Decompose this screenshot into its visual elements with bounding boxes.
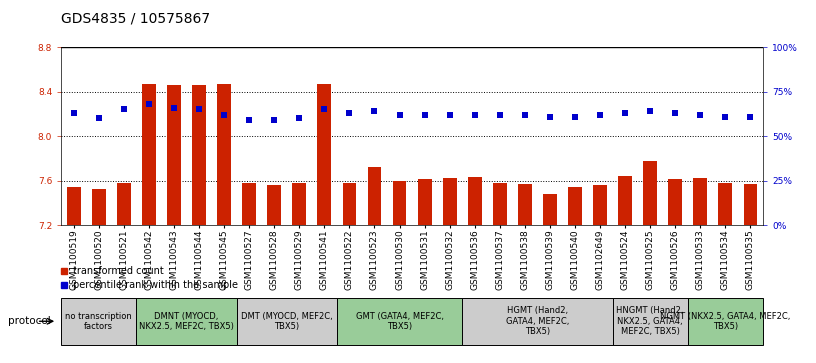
Bar — [392, 180, 406, 225]
Bar — [613, 298, 688, 345]
Bar — [518, 184, 532, 225]
Text: DMNT (MYOCD,
NKX2.5, MEF2C, TBX5): DMNT (MYOCD, NKX2.5, MEF2C, TBX5) — [139, 311, 234, 331]
Bar — [462, 298, 613, 345]
Bar — [117, 183, 131, 225]
Bar — [619, 176, 632, 225]
Text: transformed count: transformed count — [73, 265, 163, 276]
Bar — [643, 160, 657, 225]
Bar — [92, 189, 106, 225]
Bar — [242, 183, 256, 225]
Bar — [668, 179, 682, 225]
Bar — [543, 194, 557, 225]
Bar — [718, 183, 732, 225]
Bar — [167, 85, 181, 225]
Bar — [337, 298, 462, 345]
Text: protocol: protocol — [8, 316, 51, 326]
Text: HNGMT (Hand2,
NKX2.5, GATA4,
MEF2C, TBX5): HNGMT (Hand2, NKX2.5, GATA4, MEF2C, TBX5… — [616, 306, 684, 336]
Bar — [136, 298, 237, 345]
Bar — [217, 84, 231, 225]
Bar — [568, 187, 582, 225]
Bar — [743, 184, 757, 225]
Text: no transcription
factors: no transcription factors — [65, 311, 132, 331]
Bar — [192, 85, 206, 225]
Text: HGMT (Hand2,
GATA4, MEF2C,
TBX5): HGMT (Hand2, GATA4, MEF2C, TBX5) — [506, 306, 569, 336]
Bar — [367, 167, 381, 225]
Bar — [688, 298, 763, 345]
Bar — [694, 178, 707, 225]
Bar — [292, 183, 306, 225]
Text: GDS4835 / 10575867: GDS4835 / 10575867 — [61, 11, 211, 25]
Bar — [237, 298, 337, 345]
Bar — [61, 298, 136, 345]
Bar — [343, 183, 357, 225]
Text: DMT (MYOCD, MEF2C,
TBX5): DMT (MYOCD, MEF2C, TBX5) — [241, 311, 333, 331]
Text: percentile rank within the sample: percentile rank within the sample — [73, 280, 237, 290]
Text: NGMT (NKX2.5, GATA4, MEF2C,
TBX5): NGMT (NKX2.5, GATA4, MEF2C, TBX5) — [660, 311, 791, 331]
Bar — [593, 185, 607, 225]
Bar — [418, 179, 432, 225]
Text: GMT (GATA4, MEF2C,
TBX5): GMT (GATA4, MEF2C, TBX5) — [356, 311, 444, 331]
Bar — [443, 178, 457, 225]
Bar — [468, 177, 481, 225]
Bar — [493, 183, 507, 225]
Bar — [317, 84, 331, 225]
Bar — [142, 84, 156, 225]
Bar — [67, 187, 81, 225]
Bar — [268, 185, 282, 225]
